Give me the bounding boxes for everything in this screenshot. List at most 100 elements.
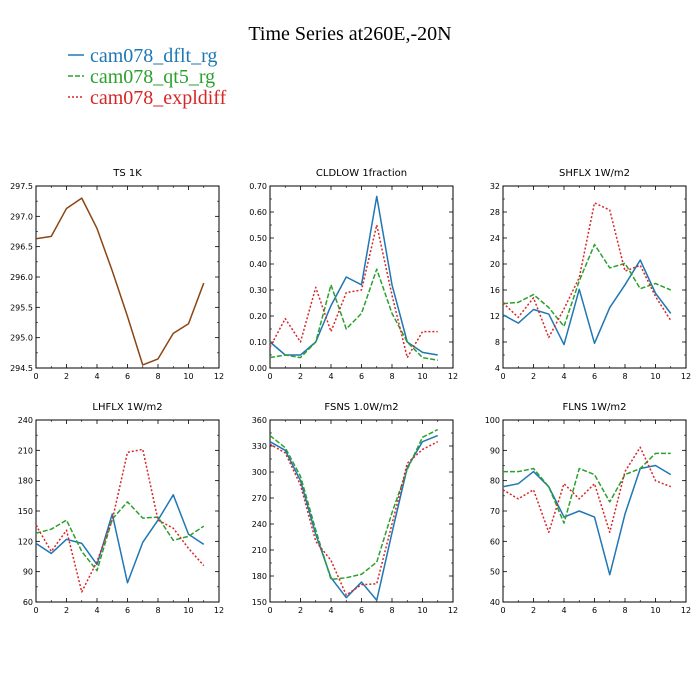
panel-title: FSNS 1.0W/m2 bbox=[324, 402, 398, 413]
panel-title: CLDLOW 1fraction bbox=[316, 168, 407, 179]
x-tick-label: 0 bbox=[500, 606, 505, 615]
y-tick-label: 100 bbox=[485, 416, 500, 425]
x-tick-label: 0 bbox=[267, 606, 272, 615]
series-line-2 bbox=[503, 452, 671, 524]
x-tick-label: 10 bbox=[417, 606, 427, 615]
series-line-1 bbox=[35, 197, 205, 366]
y-tick-label: 0.60 bbox=[249, 208, 267, 217]
series-line-2 bbox=[269, 268, 438, 361]
y-tick-label: 0.20 bbox=[249, 312, 267, 321]
x-tick-label: 2 bbox=[64, 372, 69, 381]
y-tick-label: 330 bbox=[252, 442, 267, 451]
x-tick-label: 8 bbox=[622, 372, 627, 381]
x-tick-label: 6 bbox=[592, 606, 597, 615]
y-tick-label: 240 bbox=[252, 520, 267, 529]
x-tick-label: 6 bbox=[125, 372, 130, 381]
x-tick-label: 12 bbox=[214, 606, 224, 615]
series-line-3 bbox=[502, 202, 672, 339]
x-tick-label: 4 bbox=[94, 606, 99, 615]
x-tick-label: 6 bbox=[592, 372, 597, 381]
panel-6: FLNS 1W/m2 0 2 4 6 8 10 12 40 50 60 70 80 90 100 bbox=[485, 402, 691, 615]
x-tick-label: 12 bbox=[214, 372, 224, 381]
x-tick-label: 12 bbox=[448, 606, 458, 615]
y-tick-label: 80 bbox=[490, 477, 500, 486]
x-tick-label: 12 bbox=[681, 606, 691, 615]
x-tick-label: 6 bbox=[359, 372, 364, 381]
y-tick-label: 32 bbox=[490, 182, 500, 191]
x-tick-label: 2 bbox=[531, 372, 536, 381]
y-tick-label: 240 bbox=[18, 416, 33, 425]
y-tick-label: 296.5 bbox=[10, 243, 33, 252]
y-tick-label: 180 bbox=[252, 572, 267, 581]
x-tick-label: 8 bbox=[622, 606, 627, 615]
panel-4: LHFLX 1W/m2 0 2 4 6 8 10 12 60 90 120 150 180 210 240 bbox=[18, 402, 224, 615]
x-tick-label: 8 bbox=[389, 372, 394, 381]
y-tick-label: 360 bbox=[252, 416, 267, 425]
x-tick-label: 2 bbox=[298, 372, 303, 381]
y-tick-label: 270 bbox=[252, 494, 267, 503]
legend-label-1: cam078_dflt_rg bbox=[90, 45, 217, 67]
x-tick-label: 8 bbox=[389, 606, 394, 615]
y-tick-label: 12 bbox=[490, 312, 500, 321]
y-tick-label: 20 bbox=[490, 260, 500, 269]
x-tick-label: 10 bbox=[650, 606, 660, 615]
y-tick-label: 150 bbox=[252, 598, 267, 607]
series-line-3 bbox=[35, 448, 205, 593]
x-tick-label: 0 bbox=[33, 372, 38, 381]
y-tick-label: 0.70 bbox=[249, 182, 267, 191]
x-tick-label: 2 bbox=[64, 606, 69, 615]
x-tick-label: 4 bbox=[94, 372, 99, 381]
y-tick-label: 300 bbox=[252, 468, 267, 477]
x-tick-label: 0 bbox=[267, 372, 272, 381]
series-line-2 bbox=[35, 501, 205, 572]
y-tick-label: 0.00 bbox=[249, 364, 267, 373]
y-tick-label: 294.5 bbox=[10, 364, 33, 373]
y-tick-label: 0.10 bbox=[249, 338, 267, 347]
x-tick-label: 12 bbox=[448, 372, 458, 381]
y-tick-label: 16 bbox=[490, 286, 500, 295]
y-tick-label: 90 bbox=[490, 446, 500, 455]
x-tick-label: 10 bbox=[183, 372, 193, 381]
panel-title: LHFLX 1W/m2 bbox=[92, 402, 162, 413]
panel-title: TS 1K bbox=[112, 168, 142, 179]
y-tick-label: 0.50 bbox=[249, 234, 267, 243]
x-tick-label: 12 bbox=[681, 372, 691, 381]
y-tick-label: 40 bbox=[490, 598, 500, 607]
y-tick-label: 295.0 bbox=[10, 334, 33, 343]
y-tick-label: 210 bbox=[18, 446, 33, 455]
series-line-1 bbox=[35, 494, 205, 584]
x-tick-label: 10 bbox=[417, 372, 427, 381]
series-line-2 bbox=[269, 428, 439, 581]
x-tick-label: 0 bbox=[500, 372, 505, 381]
x-tick-label: 4 bbox=[561, 606, 566, 615]
x-tick-label: 4 bbox=[561, 372, 566, 381]
y-tick-label: 150 bbox=[18, 507, 33, 516]
y-tick-label: 60 bbox=[490, 537, 500, 546]
panel-2: CLDLOW 1fraction 0 2 4 6 8 10 12 0.00 0.10 0.20 0.3… bbox=[249, 168, 458, 381]
x-tick-label: 4 bbox=[328, 372, 333, 381]
y-tick-label: 0.30 bbox=[249, 286, 267, 295]
legend-label-2: cam078_qt5_rg bbox=[90, 66, 215, 88]
x-tick-label: 6 bbox=[359, 606, 364, 615]
series-line-1 bbox=[502, 464, 672, 576]
y-tick-label: 4 bbox=[495, 364, 500, 373]
y-tick-label: 8 bbox=[495, 338, 500, 347]
x-tick-label: 10 bbox=[650, 372, 660, 381]
panel-5: FSNS 1.0W/m2 0 2 4 6 8 10 12 150 180 210 240 270 300 3… bbox=[252, 402, 458, 615]
y-tick-label: 210 bbox=[252, 546, 267, 555]
x-tick-label: 2 bbox=[298, 606, 303, 615]
x-tick-label: 10 bbox=[183, 606, 193, 615]
series-line-2 bbox=[502, 243, 672, 328]
y-tick-label: 120 bbox=[18, 537, 33, 546]
x-tick-label: 4 bbox=[328, 606, 333, 615]
y-tick-label: 180 bbox=[18, 477, 33, 486]
y-tick-label: 297.5 bbox=[10, 182, 33, 191]
y-tick-label: 24 bbox=[490, 234, 500, 243]
x-tick-label: 8 bbox=[155, 372, 160, 381]
series-line-3 bbox=[502, 446, 672, 533]
y-tick-label: 297.0 bbox=[10, 212, 33, 221]
y-tick-label: 28 bbox=[490, 208, 500, 217]
series-line-3 bbox=[269, 224, 438, 359]
panel-title: SHFLX 1W/m2 bbox=[559, 168, 630, 179]
